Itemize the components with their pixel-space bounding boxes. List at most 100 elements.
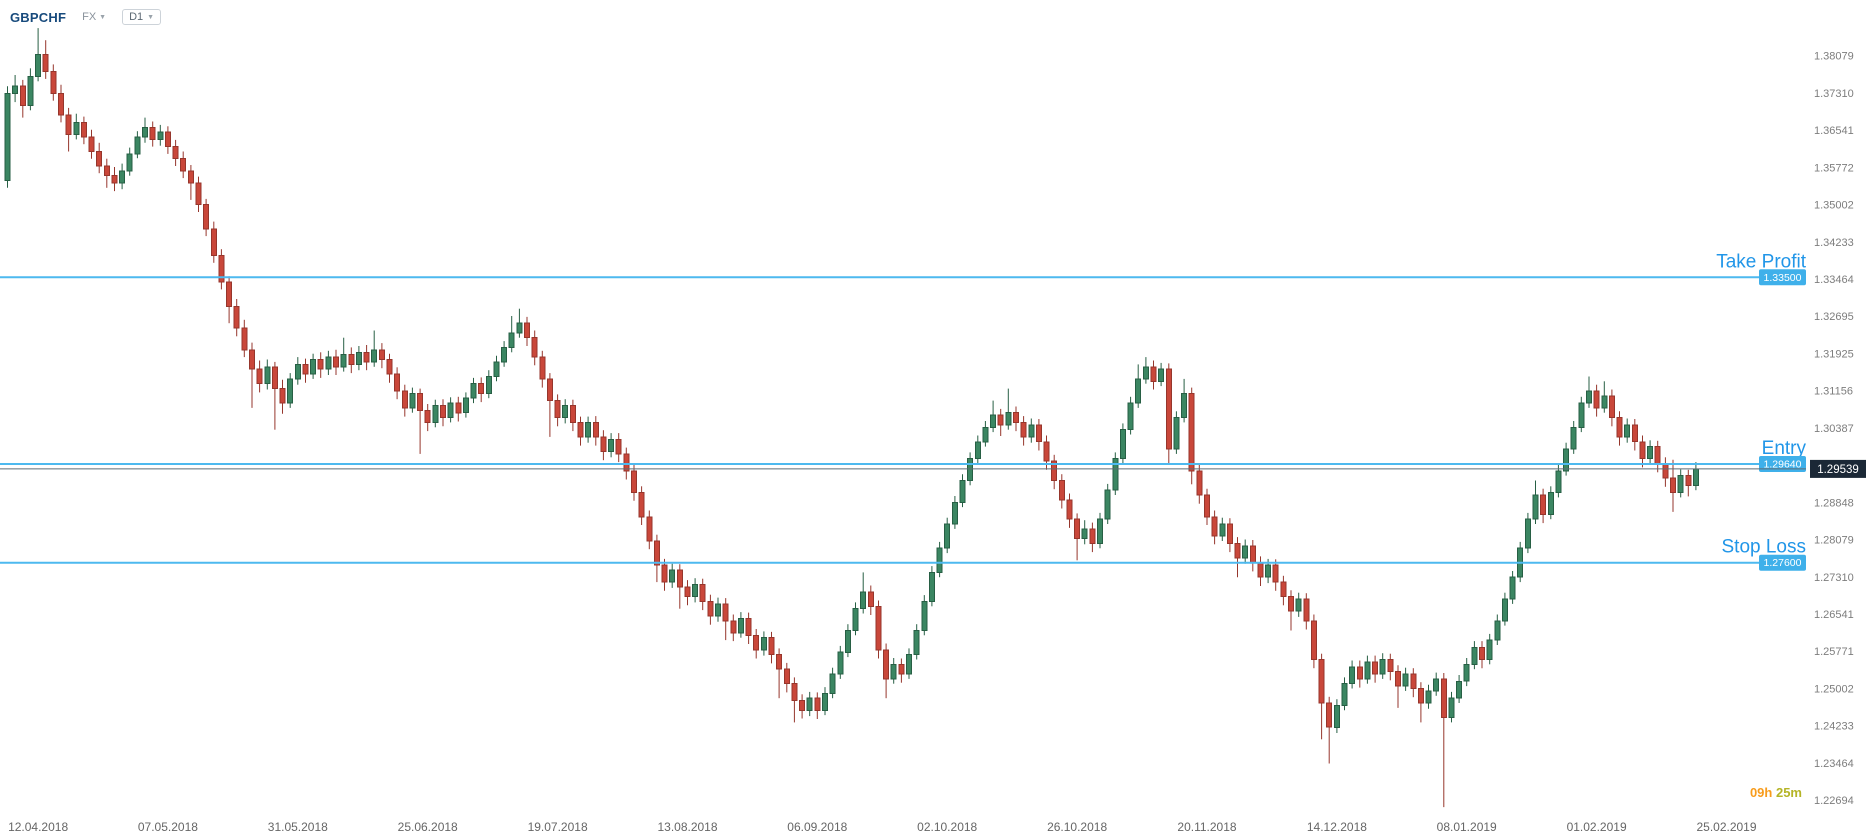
price-axis-label: 1.33464 [1814, 274, 1854, 286]
candle-body [753, 634, 760, 651]
candle-body [707, 600, 714, 617]
candle-body [1104, 489, 1111, 520]
price-axis-label: 1.35772 [1814, 162, 1854, 174]
candle-body [745, 617, 752, 636]
candle-body [195, 182, 202, 206]
candle-body [1150, 366, 1157, 382]
candle-body [432, 405, 439, 423]
candle-body [485, 376, 492, 394]
candle-body [310, 359, 317, 375]
time-axis-label: 20.11.2018 [1177, 820, 1236, 834]
candle-body [524, 322, 530, 339]
candle-body [249, 349, 255, 370]
candle-body [1501, 598, 1508, 622]
symbol-label[interactable]: GBPCHF [10, 9, 67, 25]
candle-body [1112, 458, 1119, 491]
price-axis-label: 1.28079 [1814, 535, 1854, 547]
candle-body [180, 158, 187, 172]
candle-body [134, 136, 141, 155]
candle-body [875, 605, 882, 651]
price-axis[interactable]: 1.38079 1.37310 1.36541 1.35772 1.35002 1.342… [1814, 51, 1854, 807]
entry-label: Entry [1762, 438, 1807, 459]
candle-body [218, 255, 225, 283]
candle-body [898, 663, 905, 675]
candle-body [546, 378, 553, 402]
candle-body [715, 603, 721, 617]
candle-body [35, 54, 42, 77]
current-price-badge [1810, 459, 1866, 478]
candle-body [1005, 412, 1012, 426]
candle-body [12, 85, 19, 94]
candle-body [1364, 661, 1371, 680]
candle-body [1204, 494, 1210, 518]
candle-body [1509, 576, 1516, 600]
candle-body [1265, 564, 1272, 578]
candle-body [516, 322, 523, 334]
candle-body [1303, 598, 1310, 622]
candle-body [890, 663, 897, 680]
candle-body [631, 470, 637, 494]
candle-body [111, 175, 118, 184]
chart-toolbar: GBPCHF FX ▼ D1 ▼ [10, 9, 162, 25]
candle-body [760, 637, 767, 651]
candle-body [1234, 542, 1241, 559]
candle-body [401, 390, 408, 409]
price-axis-label: 1.30387 [1814, 423, 1854, 435]
price-axis-label: 1.25002 [1814, 683, 1854, 695]
market-selector[interactable]: FX ▼ [82, 11, 106, 23]
price-axis-label: 1.31156 [1814, 386, 1853, 398]
candle-body [149, 126, 156, 140]
candle-body [1013, 412, 1019, 423]
candle-body [1456, 680, 1463, 699]
candle-body [806, 697, 813, 711]
candle-body [1158, 368, 1165, 382]
candle-body [844, 630, 851, 653]
candle-body [1196, 470, 1203, 496]
price-axis-label: 1.34233 [1814, 237, 1854, 249]
chevron-down-icon: ▼ [147, 13, 155, 21]
price-axis-label: 1.26541 [1814, 609, 1854, 621]
candle-body [676, 569, 683, 588]
candle-body [164, 131, 171, 148]
candle-body [539, 356, 546, 380]
price-axis-label: 1.31925 [1814, 349, 1854, 361]
candle-body [119, 170, 126, 184]
time-axis-label: 25.06.2018 [398, 820, 458, 834]
time-axis-label: 26.10.2018 [1047, 820, 1107, 834]
candle-body [1097, 518, 1103, 544]
candle-body [921, 600, 928, 631]
time-axis-label: 12.04.2018 [8, 820, 68, 834]
candle-body [1677, 475, 1684, 494]
candle-body [837, 651, 844, 675]
candle-body [1624, 424, 1631, 438]
chevron-down-icon: ▼ [99, 13, 107, 21]
candle-body [1333, 705, 1340, 728]
candle-body [1578, 402, 1585, 428]
candle-body [1433, 678, 1440, 692]
candle-body [913, 630, 920, 656]
candle-body [27, 76, 34, 106]
candle-body [906, 654, 912, 675]
candle-body [1035, 424, 1042, 443]
price-axis-label: 1.37310 [1814, 88, 1854, 100]
candle-body [1440, 678, 1447, 719]
timeframe-selector[interactable]: D1 ▼ [122, 9, 162, 25]
candle-body [294, 363, 301, 380]
time-axis-label: 06.09.2018 [787, 820, 847, 834]
candle-body [562, 405, 569, 419]
candle-body [967, 458, 974, 482]
candle-body [1486, 639, 1493, 660]
candle-body [1173, 417, 1180, 450]
candle-body [1226, 523, 1233, 544]
candle-body [42, 54, 49, 73]
candle-body [1395, 671, 1401, 687]
time-axis[interactable]: 12.04.2018 07.05.2018 31.05.2018 25.06.2018… [8, 820, 1757, 834]
candle-body [959, 480, 966, 503]
candle-body [417, 392, 424, 411]
candle-body [1448, 697, 1455, 719]
candle-body [493, 361, 500, 377]
